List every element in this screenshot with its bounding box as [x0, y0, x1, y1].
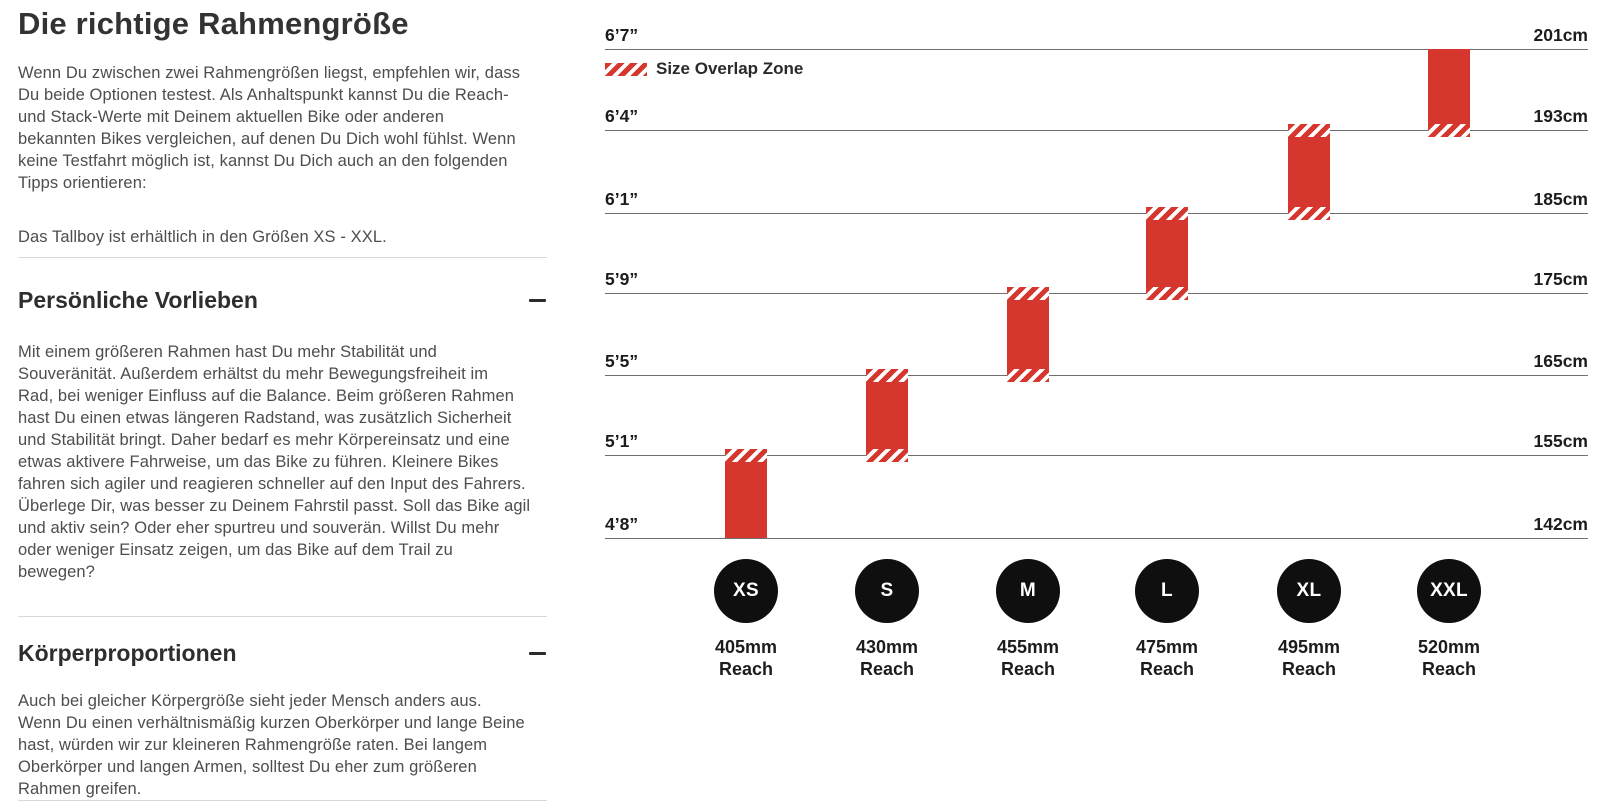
intro-paragraph: Wenn Du zwischen zwei Rahmengrößen liegs…: [18, 64, 521, 192]
section-header-koerperproportionen[interactable]: Körperproportionen: [18, 638, 547, 668]
overlap-hatch-bottom: [1007, 368, 1049, 382]
overlap-zone-swatch-icon: [605, 62, 647, 76]
reach-label-xxl: 520mm Reach: [1417, 637, 1481, 679]
section-divider: [18, 800, 547, 801]
height-tick-imperial: 5’1”: [605, 431, 639, 451]
height-gridline: [605, 538, 1588, 539]
minus-icon[interactable]: [529, 298, 546, 302]
size-bar-l: [1146, 206, 1188, 300]
size-circle-label: XS: [733, 580, 759, 601]
height-gridline: [605, 130, 1588, 131]
availability-paragraph: Das Tallboy ist erhältlich in den Größen…: [18, 228, 387, 246]
height-gridline: [605, 375, 1588, 376]
reach-label-l: 475mm Reach: [1135, 637, 1199, 679]
section-body-persoenliche-vorlieben: Mit einem größeren Rahmen hast Du mehr S…: [18, 343, 531, 581]
size-circle-label: XXL: [1430, 580, 1468, 601]
size-bar-m: [1007, 286, 1049, 382]
height-gridline: [605, 49, 1588, 50]
height-tick-imperial: 5’5”: [605, 351, 639, 371]
height-tick-imperial: 6’1”: [605, 189, 639, 209]
size-circle-xs: XS: [714, 559, 778, 623]
reach-label-xl: 495mm Reach: [1277, 637, 1341, 679]
section-heading: Persönliche Vorlieben: [18, 287, 258, 313]
size-circle-label: M: [1019, 580, 1037, 601]
height-tick-metric: 155cm: [1533, 431, 1589, 451]
minus-icon[interactable]: [529, 651, 546, 655]
section-heading: Körperproportionen: [18, 640, 237, 666]
size-circle-label: S: [880, 580, 894, 601]
size-bar-xxl: [1428, 49, 1470, 137]
height-gridline: [605, 293, 1588, 294]
size-circle-xl: XL: [1277, 559, 1341, 623]
size-circle-s: S: [855, 559, 919, 623]
section-divider: [18, 257, 547, 258]
overlap-hatch-bottom: [866, 448, 908, 462]
height-tick-imperial: 4’8”: [605, 514, 639, 534]
size-circle-m: M: [996, 559, 1060, 623]
height-gridline: [605, 213, 1588, 214]
size-bar-s: [866, 368, 908, 462]
size-circle-label: L: [1161, 580, 1173, 601]
size-bar-xl: [1288, 123, 1330, 220]
overlap-hatch-top: [1007, 286, 1049, 300]
overlap-hatch-top: [725, 448, 767, 462]
page-title: Die richtige Rahmengröße: [18, 6, 409, 41]
overlap-hatch-bottom: [1146, 286, 1188, 300]
height-tick-metric: 142cm: [1533, 514, 1589, 534]
reach-label-xs: 405mm Reach: [714, 637, 778, 679]
height-tick-metric: 165cm: [1533, 351, 1589, 371]
overlap-hatch-bottom: [1288, 206, 1330, 220]
section-divider: [18, 616, 547, 617]
size-circle-label: XL: [1296, 580, 1322, 601]
overlap-hatch-top: [1146, 206, 1188, 220]
overlap-hatch-top: [866, 368, 908, 382]
size-bar-xs: [725, 448, 767, 538]
section-body-koerperproportionen: Auch bei gleicher Körpergröße sieht jede…: [18, 692, 525, 798]
height-tick-metric: 193cm: [1533, 106, 1589, 126]
height-tick-imperial: 6’4”: [605, 106, 639, 126]
height-tick-imperial: 6’7”: [605, 25, 639, 45]
overlap-hatch-top: [1288, 123, 1330, 137]
size-circle-xxl: XXL: [1417, 559, 1481, 623]
section-header-persoenliche-vorlieben[interactable]: Persönliche Vorlieben: [18, 285, 547, 315]
height-tick-metric: 185cm: [1533, 189, 1589, 209]
height-gridline: [605, 455, 1588, 456]
text-column: Die richtige Rahmengröße Wenn Du zwische…: [18, 0, 547, 802]
size-circle-l: L: [1135, 559, 1199, 623]
overlap-hatch-bottom: [1428, 123, 1470, 137]
legend: Size Overlap Zone: [605, 59, 803, 79]
height-tick-metric: 201cm: [1533, 25, 1589, 45]
reach-label-s: 430mm Reach: [855, 637, 919, 679]
height-tick-metric: 175cm: [1533, 269, 1589, 289]
overlap-zone-label: Size Overlap Zone: [656, 59, 804, 78]
reach-label-m: 455mm Reach: [996, 637, 1060, 679]
height-tick-imperial: 5’9”: [605, 269, 639, 289]
